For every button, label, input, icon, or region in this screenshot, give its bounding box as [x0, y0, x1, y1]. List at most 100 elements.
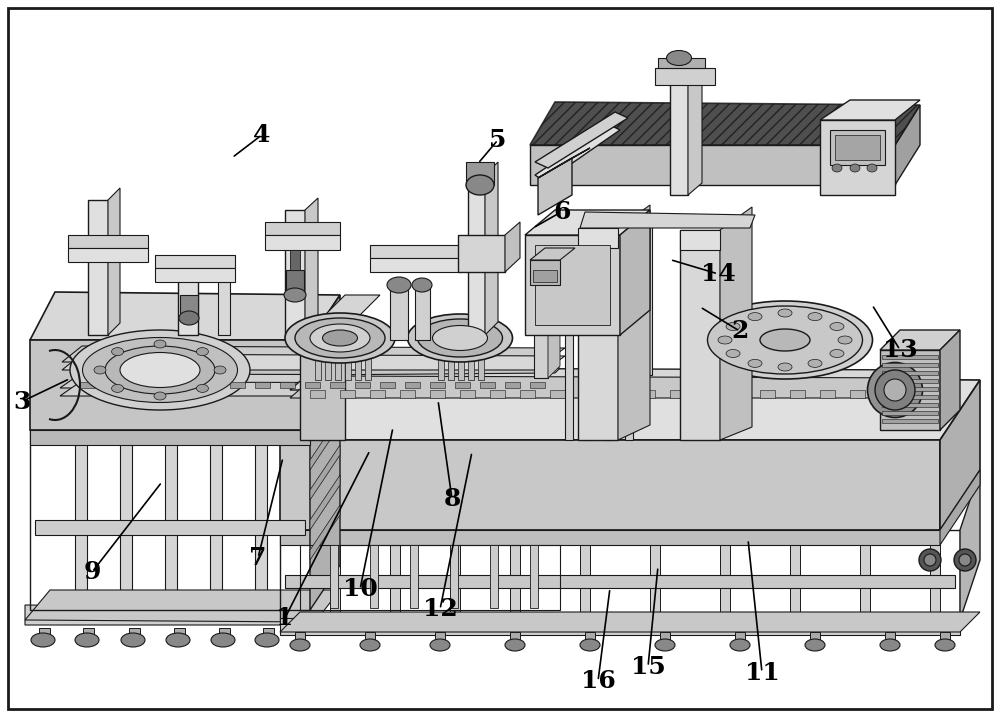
Polygon shape [165, 430, 177, 608]
Ellipse shape [884, 379, 906, 401]
Polygon shape [535, 245, 610, 325]
Polygon shape [60, 374, 565, 388]
Ellipse shape [698, 301, 872, 379]
Polygon shape [638, 215, 652, 375]
Ellipse shape [880, 639, 900, 651]
Polygon shape [700, 390, 715, 398]
Ellipse shape [255, 633, 279, 647]
Polygon shape [129, 628, 140, 640]
Polygon shape [105, 382, 120, 388]
Polygon shape [30, 340, 310, 430]
Ellipse shape [70, 330, 250, 410]
Polygon shape [310, 390, 325, 398]
Polygon shape [618, 205, 650, 440]
Polygon shape [155, 268, 235, 282]
Polygon shape [610, 390, 625, 398]
Polygon shape [578, 228, 618, 248]
Polygon shape [655, 68, 715, 85]
Polygon shape [380, 382, 395, 388]
Polygon shape [448, 338, 454, 380]
Ellipse shape [580, 639, 600, 651]
Polygon shape [120, 430, 132, 608]
Ellipse shape [838, 336, 852, 344]
Polygon shape [730, 390, 745, 398]
Polygon shape [62, 346, 565, 362]
Polygon shape [25, 605, 315, 625]
Polygon shape [325, 338, 331, 380]
Polygon shape [438, 338, 444, 380]
Polygon shape [460, 390, 475, 398]
Polygon shape [790, 390, 805, 398]
Polygon shape [548, 218, 560, 378]
Text: 16: 16 [581, 669, 615, 693]
Polygon shape [940, 330, 960, 430]
Polygon shape [265, 222, 340, 235]
Ellipse shape [166, 633, 190, 647]
Polygon shape [605, 310, 613, 440]
Polygon shape [263, 628, 274, 640]
Polygon shape [468, 338, 474, 380]
Polygon shape [310, 445, 340, 500]
Polygon shape [580, 212, 755, 228]
Text: 1: 1 [276, 606, 294, 630]
Polygon shape [210, 430, 222, 608]
Polygon shape [535, 112, 628, 168]
Polygon shape [820, 100, 920, 120]
Polygon shape [25, 590, 340, 622]
Polygon shape [530, 260, 560, 285]
Polygon shape [930, 530, 940, 618]
Polygon shape [62, 354, 565, 370]
Polygon shape [300, 340, 345, 440]
Polygon shape [585, 310, 593, 440]
Polygon shape [335, 338, 341, 380]
Polygon shape [280, 382, 295, 388]
Polygon shape [550, 390, 565, 398]
Ellipse shape [196, 348, 208, 356]
Polygon shape [670, 80, 688, 195]
Polygon shape [490, 545, 498, 608]
Polygon shape [155, 255, 235, 268]
Ellipse shape [924, 554, 936, 566]
Polygon shape [835, 135, 880, 160]
Polygon shape [330, 382, 345, 388]
Polygon shape [625, 310, 633, 440]
Text: 7: 7 [249, 546, 267, 570]
Ellipse shape [387, 277, 411, 293]
Ellipse shape [412, 278, 432, 292]
Polygon shape [174, 628, 185, 640]
Polygon shape [430, 390, 445, 398]
Polygon shape [680, 230, 720, 440]
Polygon shape [820, 120, 895, 195]
Polygon shape [286, 270, 304, 295]
Ellipse shape [211, 633, 235, 647]
Polygon shape [180, 295, 198, 318]
Polygon shape [280, 440, 940, 530]
Polygon shape [810, 632, 820, 645]
Ellipse shape [778, 309, 792, 317]
Polygon shape [68, 235, 148, 248]
Polygon shape [882, 363, 938, 367]
Ellipse shape [290, 639, 310, 651]
Polygon shape [355, 338, 361, 380]
Polygon shape [310, 505, 340, 560]
Ellipse shape [832, 164, 842, 172]
Polygon shape [720, 207, 752, 440]
Polygon shape [533, 270, 557, 282]
Polygon shape [30, 292, 340, 340]
Polygon shape [280, 375, 980, 440]
Ellipse shape [760, 329, 810, 351]
Polygon shape [880, 390, 895, 398]
Polygon shape [880, 350, 940, 430]
Polygon shape [400, 390, 415, 398]
Polygon shape [530, 145, 895, 185]
Ellipse shape [94, 366, 106, 374]
Ellipse shape [778, 363, 792, 371]
Ellipse shape [179, 311, 199, 325]
Polygon shape [130, 382, 145, 388]
Polygon shape [660, 632, 670, 645]
Ellipse shape [120, 353, 200, 387]
Polygon shape [35, 520, 305, 535]
Ellipse shape [112, 348, 124, 356]
Polygon shape [534, 230, 548, 378]
Ellipse shape [154, 340, 166, 348]
